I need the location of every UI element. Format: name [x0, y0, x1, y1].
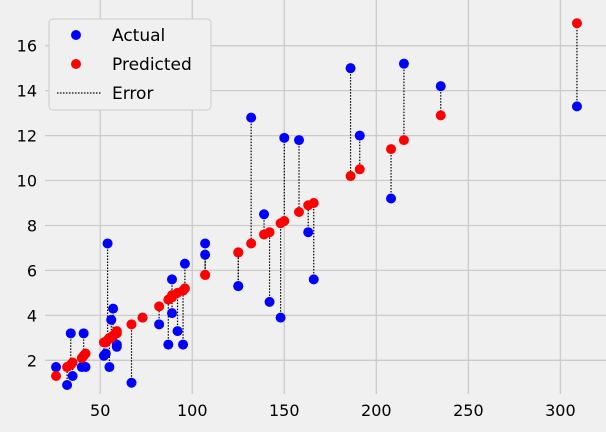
predicted-point: [200, 269, 211, 280]
y-axis-ticks: 2 4 6 8 10 12 14 16: [17, 37, 37, 371]
legend-predicted-marker: [71, 59, 81, 69]
x-tick-label: 200: [361, 401, 392, 420]
actual-point: [167, 308, 178, 319]
actual-point: [172, 326, 183, 337]
actual-point: [275, 312, 286, 323]
y-tick-label: 4: [27, 306, 37, 325]
predicted-point: [386, 144, 397, 155]
predicted-point: [398, 135, 409, 146]
predicted-point: [233, 247, 244, 258]
actual-point: [167, 274, 178, 285]
y-tick-label: 6: [27, 261, 37, 280]
predicted-point: [294, 206, 305, 217]
actual-point: [303, 227, 314, 238]
actual-point: [345, 63, 356, 74]
y-tick-label: 10: [17, 172, 37, 191]
actual-point: [78, 328, 89, 339]
actual-point: [80, 362, 91, 373]
actual-point: [354, 130, 365, 141]
actual-point: [65, 328, 76, 339]
y-tick-label: 8: [27, 216, 37, 235]
y-tick-label: 16: [17, 37, 37, 56]
actual-point: [179, 258, 190, 269]
actual-point: [200, 238, 211, 249]
actual-point: [233, 281, 244, 292]
x-tick-label: 250: [453, 401, 484, 420]
actual-point: [154, 319, 165, 330]
legend-predicted-label: Predicted: [112, 55, 192, 75]
x-tick-label: 50: [90, 401, 110, 420]
actual-point: [108, 303, 119, 314]
predicted-point: [80, 348, 91, 359]
predicted-point: [308, 198, 319, 208]
legend-actual-marker: [71, 30, 81, 40]
actual-point: [571, 101, 582, 112]
x-tick-label: 150: [269, 401, 300, 420]
predicted-point: [435, 110, 446, 121]
predicted-point: [111, 326, 122, 337]
y-tick-label: 14: [17, 82, 37, 101]
actual-point: [67, 371, 78, 382]
actual-point: [264, 296, 275, 307]
y-tick-label: 12: [17, 127, 37, 146]
legend-box: [48, 18, 212, 111]
actual-point: [102, 238, 113, 249]
actual-point: [435, 81, 446, 92]
actual-point: [246, 112, 257, 123]
actual-point: [386, 193, 397, 204]
legend-error-label: Error: [112, 84, 153, 104]
predicted-series: [51, 18, 582, 382]
actual-point: [51, 362, 62, 373]
actual-point: [106, 314, 117, 325]
actual-point: [100, 348, 111, 359]
actual-point: [163, 339, 174, 350]
predicted-point: [279, 215, 290, 226]
actual-point: [111, 339, 122, 350]
legend-actual-label: Actual: [112, 26, 165, 46]
actual-point: [308, 274, 319, 285]
x-tick-label: 100: [177, 401, 208, 420]
predicted-point: [67, 357, 78, 368]
predicted-point: [246, 238, 257, 249]
predicted-point: [51, 371, 62, 382]
predicted-point: [345, 171, 356, 182]
actual-point: [104, 362, 115, 373]
predicted-point: [126, 319, 137, 330]
actual-series: [51, 58, 582, 391]
predicted-point: [264, 227, 275, 238]
actual-point: [178, 339, 189, 350]
legend: Actual Predicted Error: [48, 18, 212, 111]
actual-point: [398, 58, 409, 69]
predicted-point: [137, 312, 148, 323]
actual-point: [200, 249, 211, 260]
predicted-point: [571, 18, 582, 29]
actual-point: [294, 135, 305, 146]
actual-point: [126, 377, 137, 388]
predicted-point: [179, 283, 190, 294]
x-axis-ticks: 50 100 150 200 250 300: [90, 401, 576, 420]
actual-point: [62, 380, 73, 391]
x-tick-label: 300: [545, 401, 576, 420]
y-tick-label: 2: [27, 351, 37, 370]
predicted-point: [154, 301, 165, 312]
predicted-point: [354, 164, 365, 175]
actual-point: [279, 132, 290, 143]
actual-point: [259, 209, 270, 220]
